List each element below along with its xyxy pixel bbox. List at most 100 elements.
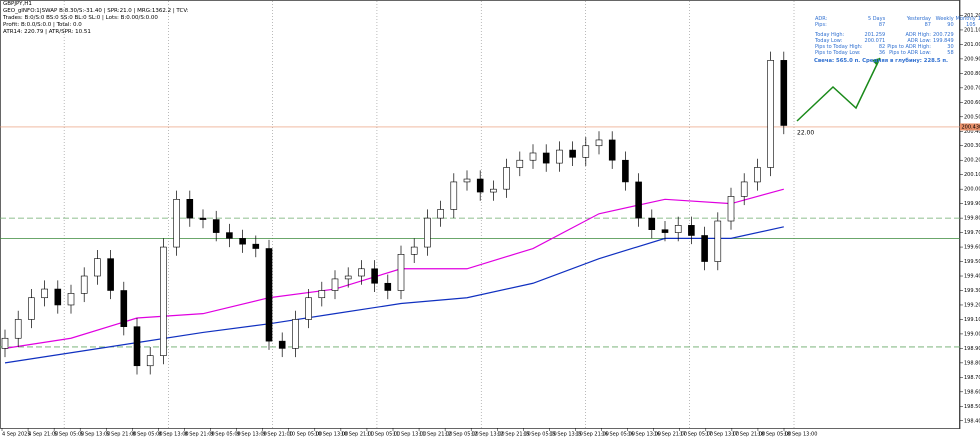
candle-body: [239, 238, 246, 245]
candle-body: [305, 297, 312, 320]
adr-cell: Pips to ADR High:: [887, 44, 931, 50]
annotation: 22.00: [797, 129, 814, 136]
y-tick-label: 199.400: [964, 274, 980, 280]
info-block: GBPJPY,H1 GEO_gINFO:1|SWAP B:8.30/S:-31.…: [3, 1, 188, 36]
candle-body: [542, 152, 550, 164]
adr-cell: 30: [947, 44, 954, 50]
y-tick-label: 200.700: [964, 85, 980, 91]
y-tick-label: 198.900: [964, 346, 980, 352]
y-tick-label: 198.600: [964, 389, 980, 395]
candle-body: [1, 337, 9, 349]
y-tick-label: 199.100: [964, 317, 980, 323]
adr-cell: 5 Days: [867, 16, 886, 22]
adr-cell: ADR:: [815, 16, 828, 22]
adr-cell: Pips:: [815, 22, 827, 28]
candle-body: [780, 60, 788, 126]
candle-body: [701, 235, 708, 262]
candle-body: [107, 258, 114, 291]
candle-body: [476, 178, 484, 193]
candle-body: [437, 209, 444, 219]
adr-panel: ADR: 5 Days Yesterday WeeklyMonthly180 Days…: [814, 16, 980, 64]
adr-cell: ADR Low:: [907, 38, 931, 44]
candle-body: [67, 293, 75, 306]
y-tick-label: 200.100: [964, 172, 980, 178]
x-tick-label: 9 Sep 05:00: [211, 432, 241, 438]
adr-table: ADR: 5 Days Yesterday WeeklyMonthly180 Days…: [814, 16, 980, 56]
x-tick-label: 8 Sep 21:00: [184, 432, 214, 438]
info-lines: GEO_gINFO:1|SWAP B:8.30/S:-31.40 | SPR:2…: [3, 8, 188, 36]
x-tick-label: 16 Sep 21:00: [654, 432, 687, 438]
x-tick-label: 16 Sep 05:00: [602, 432, 635, 438]
x-tick-label: 10 Sep 13:00: [315, 432, 348, 438]
adr-cell: 87: [924, 22, 931, 28]
candle-body: [661, 229, 669, 233]
info-line: GEO_gINFO:1|SWAP B:8.30/S:-31.40 | SPR:2…: [3, 8, 189, 14]
y-tick-label: 199.200: [964, 302, 980, 308]
candle-body: [516, 159, 524, 168]
x-tick-label: 12 Sep 05:00: [445, 432, 478, 438]
candle-body: [714, 220, 722, 262]
y-tick-label: 198.500: [964, 404, 980, 410]
adr-cell: 87: [878, 22, 886, 28]
adr-cell: 90: [947, 22, 954, 28]
adr-row: Pips to Today High: 82 Pips to ADR High: 30: [814, 44, 980, 50]
y-tick-label: 200.300: [964, 143, 980, 149]
candle-body: [41, 288, 48, 299]
adr-cell: 36: [878, 50, 886, 56]
candle-body: [450, 181, 458, 210]
x-tick-label: 4 Sep 21:00: [28, 432, 58, 438]
candle-body: [318, 290, 326, 299]
y-tick-label: 200.900: [964, 56, 980, 62]
x-tick-label: 12 Sep 13:00: [471, 432, 504, 438]
x-tick-label: 8 Sep 13:00: [158, 432, 188, 438]
candle-body: [410, 246, 418, 255]
arrow-head: [872, 58, 880, 66]
y-tick-label: 198.800: [964, 360, 980, 366]
candle-body: [94, 258, 101, 277]
x-tick-label: 17 Sep 05:00: [680, 432, 713, 438]
candle-body: [688, 225, 695, 236]
candle-body: [556, 149, 563, 164]
x-tick-label: 18 Sep 13:00: [784, 432, 817, 438]
candle-body: [80, 275, 88, 294]
adr-cell: Today High:: [815, 32, 845, 38]
y-tick-label: 199.600: [964, 245, 980, 251]
candle-body: [54, 288, 62, 306]
adr-footer: Свеча: 565.0 п. Средняя в глубину: 228.5…: [814, 58, 949, 64]
x-tick-label: 5 Sep 05:00: [54, 432, 84, 438]
info-line: ATR14: 220.79 | ATR/SPR: 10.51: [3, 29, 91, 35]
adr-cell: 200.071: [864, 38, 886, 44]
candle-body: [358, 268, 365, 277]
x-tick-label: 18 Sep 05:00: [758, 432, 791, 438]
candle-body: [384, 282, 392, 291]
candle-body: [674, 225, 682, 233]
x-tick-label: 15 Sep 05:00: [523, 432, 556, 438]
y-tick-label: 201.200: [964, 13, 980, 19]
candle-body: [622, 159, 629, 183]
x-tick-label: 12 Sep 21:00: [497, 432, 530, 438]
y-tick-label: 200.500: [964, 114, 980, 120]
y-tick-label: 200.800: [964, 71, 980, 77]
adr-cell: 58: [947, 50, 954, 56]
y-tick-label: 200.400: [964, 129, 980, 135]
symbol: GBPJPY,H1: [3, 1, 32, 7]
candle-body: [635, 181, 642, 219]
candle-body: [371, 268, 378, 284]
candle-body: [265, 248, 273, 342]
y-tick-label: 199.300: [964, 288, 980, 294]
x-tick-label: 10 Sep 21:00: [341, 432, 374, 438]
adr-cell: ADR High:: [905, 32, 931, 38]
y-tick-label: 199.800: [964, 216, 980, 222]
x-tick-label: 8 Sep 05:00: [132, 432, 162, 438]
adr-row: ADR: 5 Days Yesterday WeeklyMonthly180 Days: [814, 16, 980, 22]
info-line: Profit: B:0.0/S:0.0 | Total: 0.0: [3, 22, 82, 28]
adr-cell: Weekly: [935, 16, 954, 22]
y-tick-label: 201.100: [964, 27, 980, 33]
adr-cell: Monthly: [955, 16, 976, 22]
price-label: 200.430: [962, 124, 980, 130]
candle-body: [767, 60, 774, 168]
adr-cell: Today Low:: [815, 38, 843, 44]
x-tick-label: 11 Sep 21:00: [419, 432, 452, 438]
candle-body: [740, 181, 748, 197]
